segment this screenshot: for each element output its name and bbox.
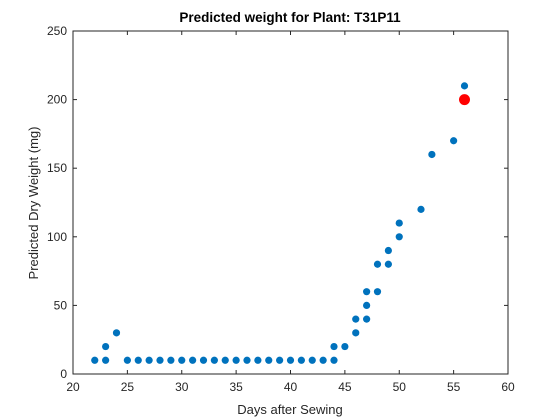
data-point (210, 356, 218, 364)
highlight-point (459, 94, 470, 106)
data-point (276, 356, 284, 364)
data-point (373, 260, 382, 268)
highlight-point-group (459, 94, 470, 106)
data-point (232, 356, 240, 364)
x-tick-label: 35 (229, 380, 243, 394)
data-point (341, 342, 349, 351)
x-axis-label: Days after Sewing (237, 402, 343, 417)
y-tick-label: 0 (60, 367, 67, 381)
data-point (254, 356, 262, 364)
data-point (243, 356, 251, 364)
x-axis-ticks: 20 25 30 35 40 45 50 55 60 (66, 31, 515, 394)
data-point (297, 356, 305, 364)
data-point (384, 260, 392, 268)
data-point (363, 315, 371, 323)
data-point (102, 356, 110, 364)
data-point (330, 356, 338, 364)
x-tick-label: 40 (284, 380, 298, 394)
data-point (178, 356, 186, 364)
data-point (352, 315, 360, 323)
data-point (91, 356, 99, 364)
data-point (460, 82, 469, 90)
y-tick-label: 100 (47, 230, 67, 244)
data-point (286, 356, 295, 364)
data-point (417, 205, 425, 213)
x-tick-label: 60 (501, 380, 515, 394)
data-point (308, 356, 316, 364)
y-axis-label: Predicted Dry Weight (mg) (26, 127, 41, 280)
data-point (450, 137, 458, 145)
data-point (395, 219, 403, 227)
x-tick-label: 20 (66, 380, 80, 394)
data-point (112, 329, 121, 337)
data-point (363, 301, 371, 309)
x-tick-label: 45 (338, 380, 352, 394)
x-tick-label: 30 (175, 380, 189, 394)
data-point (145, 356, 153, 364)
data-point (319, 356, 327, 364)
data-point (102, 342, 110, 351)
y-axis-ticks: 0 50 100 150 200 250 (47, 24, 508, 381)
y-tick-label: 250 (47, 24, 67, 38)
plot-area-border (72, 30, 509, 375)
y-tick-label: 50 (54, 298, 68, 312)
axes-frame (72, 30, 509, 375)
data-point (428, 150, 436, 159)
x-tick-label: 25 (121, 380, 135, 394)
data-point (384, 246, 392, 255)
y-tick-label: 200 (47, 93, 67, 107)
data-point (265, 356, 273, 364)
x-tick-label: 50 (393, 380, 407, 394)
data-point (189, 356, 197, 364)
x-tick-label: 55 (447, 380, 461, 394)
data-point (134, 356, 142, 364)
data-point (363, 288, 371, 296)
data-point (156, 356, 164, 364)
data-point (330, 342, 338, 351)
data-points (91, 82, 469, 364)
y-tick-label: 150 (47, 161, 67, 175)
data-point (123, 356, 131, 364)
data-point (199, 356, 208, 364)
data-point (395, 233, 403, 241)
chart-title: Predicted weight for Plant: T31P11 (179, 10, 401, 25)
data-point (221, 356, 229, 364)
data-point (167, 356, 175, 364)
data-point (373, 288, 382, 296)
data-point (352, 329, 360, 337)
